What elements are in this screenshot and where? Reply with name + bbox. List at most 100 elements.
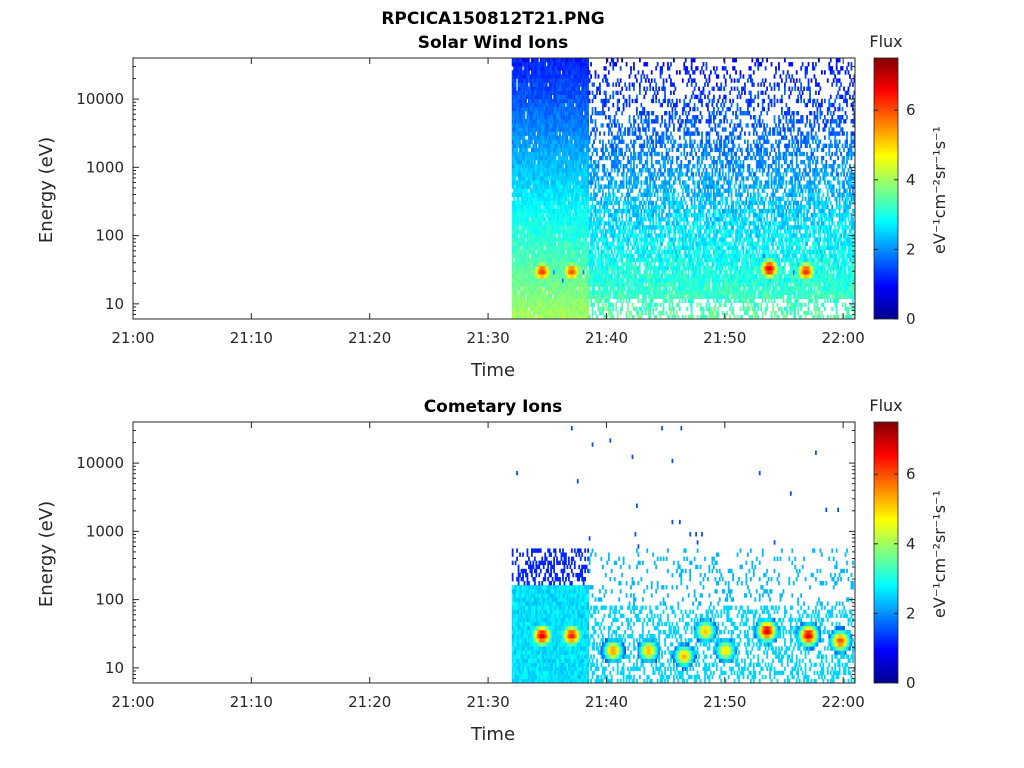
heatmap-cell (616, 274, 619, 279)
heatmap-cell (539, 204, 542, 210)
heatmap-cell (513, 143, 516, 149)
heatmap-cell (584, 102, 587, 108)
heatmap-cell (584, 131, 587, 136)
heatmap-cell (553, 111, 555, 116)
heatmap-cell (536, 245, 539, 250)
heatmap-cell (650, 139, 653, 144)
heatmap-cell (554, 62, 557, 67)
heatmap-cell (641, 278, 644, 283)
heatmap-cell (547, 172, 550, 177)
heatmap-cell (544, 164, 547, 169)
heatmap-cell (522, 294, 524, 299)
heatmap-cell (567, 212, 570, 218)
heatmap-cell (516, 127, 518, 132)
heatmap-cell (559, 74, 561, 79)
heatmap-cell (594, 180, 597, 185)
heatmap-cell (544, 74, 547, 79)
heatmap-cell (513, 192, 516, 197)
heatmap-cell (649, 151, 652, 157)
heatmap-cell (597, 245, 600, 250)
heatmap-cell (529, 241, 532, 246)
heatmap-cell (533, 265, 536, 271)
heatmap-cell (631, 257, 634, 263)
heatmap-cell (533, 164, 536, 169)
heatmap-cell (547, 188, 550, 193)
heatmap-cell (656, 265, 659, 271)
heatmap-cell (596, 172, 598, 177)
heatmap-cell (525, 217, 527, 222)
heatmap-cell (630, 151, 632, 157)
heatmap-cell (616, 290, 619, 295)
heatmap-cell (612, 261, 615, 267)
heatmap-cell (532, 290, 535, 295)
heatmap-cell (520, 221, 523, 226)
heatmap-cell (638, 131, 641, 136)
heatmap-cell (575, 306, 578, 312)
heatmap-cell (544, 58, 547, 63)
heatmap-cell (528, 233, 530, 238)
heatmap-cell (622, 265, 625, 271)
heatmap-cell (539, 188, 542, 193)
heatmap-cell (536, 253, 539, 259)
heatmap-cell (585, 164, 588, 169)
heatmap-cell (582, 98, 585, 104)
heatmap-cell (545, 282, 548, 287)
heatmap-cell (625, 147, 628, 153)
heatmap-cell (559, 151, 561, 157)
heatmap-cell (613, 257, 616, 263)
heatmap-cell (553, 257, 555, 263)
heatmap-cell (522, 155, 524, 161)
heatmap-cell (529, 290, 532, 295)
heatmap-cell (547, 257, 550, 263)
heatmap-cell (533, 102, 536, 108)
heatmap-cell (582, 62, 585, 67)
heatmap-cell (640, 217, 643, 222)
heatmap-cell (594, 270, 597, 275)
heatmap-cell (594, 184, 597, 189)
heatmap-cell (522, 229, 524, 234)
heatmap-cell (662, 294, 665, 299)
heatmap-cell (570, 314, 573, 320)
heatmap-cell (547, 204, 550, 210)
heatmap-cell (520, 135, 523, 140)
heatmap-cell (548, 217, 551, 222)
heatmap-cell (573, 270, 576, 275)
heatmap-cell (644, 159, 647, 165)
heatmap-cell (602, 164, 604, 169)
heatmap-cell (551, 306, 554, 312)
heatmap-cell (533, 62, 536, 67)
heatmap-cell (578, 200, 581, 206)
heatmap-cell (615, 82, 618, 87)
heatmap-cell (556, 74, 558, 79)
heatmap-cell (560, 115, 563, 120)
heatmap-cell (551, 147, 554, 153)
heatmap-cell (525, 200, 527, 206)
heatmap-cell (647, 78, 650, 83)
heatmap-cell (528, 221, 530, 226)
heatmap-cell (573, 143, 576, 149)
heatmap-cell (554, 249, 557, 255)
heatmap-cell (565, 261, 567, 267)
heatmap-cell (532, 184, 535, 189)
heatmap-cell (640, 74, 643, 79)
heatmap-cell (523, 172, 526, 177)
heatmap-cell (553, 90, 555, 96)
heatmap-cell (569, 98, 572, 104)
heatmap-cell (596, 314, 598, 320)
heatmap-cell (548, 257, 551, 263)
heatmap-cell (542, 245, 545, 250)
heatmap-cell (536, 78, 539, 83)
heatmap-cell (556, 217, 558, 222)
heatmap-cell (585, 139, 588, 144)
heatmap-cell (557, 102, 560, 108)
heatmap-cell (520, 229, 523, 234)
heatmap-cell (511, 168, 514, 173)
heatmap-cell (519, 290, 521, 295)
heatmap-cell (643, 127, 646, 132)
heatmap-cell (649, 253, 652, 259)
heatmap-cell (523, 70, 526, 75)
heatmap-cell (662, 249, 665, 255)
heatmap-cell (596, 176, 598, 181)
heatmap-cell (647, 290, 650, 295)
heatmap-cell (514, 192, 517, 197)
